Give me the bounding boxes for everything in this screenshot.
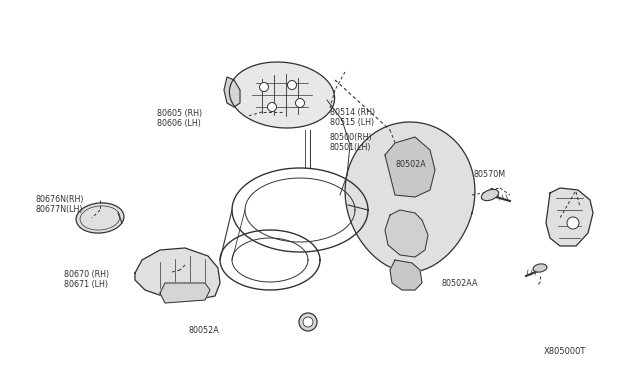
- Circle shape: [287, 80, 296, 90]
- Polygon shape: [385, 210, 428, 257]
- Ellipse shape: [76, 203, 124, 233]
- Polygon shape: [224, 77, 240, 107]
- Ellipse shape: [533, 264, 547, 272]
- Ellipse shape: [481, 189, 499, 201]
- Text: 80052A: 80052A: [189, 326, 220, 335]
- Polygon shape: [546, 188, 593, 246]
- Polygon shape: [390, 260, 422, 290]
- Text: 80605 (RH): 80605 (RH): [157, 109, 202, 118]
- Text: 80500(RH): 80500(RH): [330, 133, 372, 142]
- Circle shape: [567, 217, 579, 229]
- Text: 80502A: 80502A: [396, 160, 426, 169]
- Text: 80671 (LH): 80671 (LH): [64, 280, 108, 289]
- Polygon shape: [135, 248, 220, 300]
- Circle shape: [268, 103, 276, 112]
- Polygon shape: [160, 283, 210, 303]
- Text: X805000T: X805000T: [544, 347, 586, 356]
- Polygon shape: [385, 137, 435, 197]
- Text: 80670 (RH): 80670 (RH): [64, 270, 109, 279]
- Text: 80677N(LH): 80677N(LH): [35, 205, 83, 214]
- Polygon shape: [345, 122, 475, 272]
- Text: 80514 (RH): 80514 (RH): [330, 108, 375, 117]
- Circle shape: [259, 83, 269, 92]
- Circle shape: [303, 317, 313, 327]
- Text: 80515 (LH): 80515 (LH): [330, 118, 374, 127]
- Text: 80606 (LH): 80606 (LH): [157, 119, 201, 128]
- Circle shape: [299, 313, 317, 331]
- Text: 80502AA: 80502AA: [442, 279, 478, 288]
- Text: 80501(LH): 80501(LH): [330, 143, 371, 152]
- Text: 80676N(RH): 80676N(RH): [35, 195, 84, 203]
- Polygon shape: [229, 62, 335, 128]
- Circle shape: [296, 99, 305, 108]
- Text: 80570M: 80570M: [474, 170, 506, 179]
